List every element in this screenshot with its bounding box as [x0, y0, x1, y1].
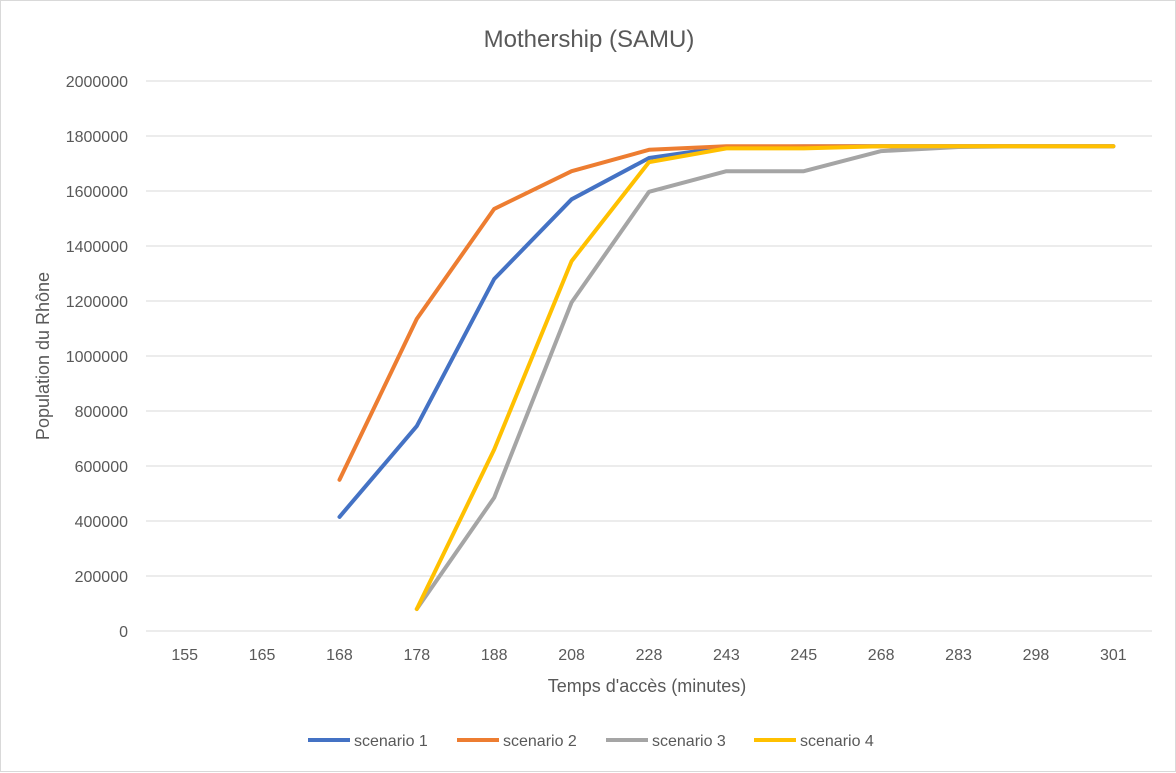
legend-label-1: scenario 1 [354, 733, 428, 750]
x-tick-label: 268 [868, 647, 895, 664]
x-tick-label: 283 [945, 647, 972, 664]
series-line-1 [337, 144, 1116, 519]
x-tick-label: 301 [1100, 647, 1127, 664]
series-lines [337, 144, 1116, 611]
y-tick-label: 1800000 [66, 129, 128, 146]
x-tick-label: 165 [249, 647, 276, 664]
chart-title: Mothership (SAMU) [484, 26, 695, 53]
x-tick-label: 188 [481, 647, 508, 664]
x-tick-label: 168 [326, 647, 353, 664]
legend: scenario 1 scenario 2 scenario 3 scenario 4 [308, 733, 874, 750]
y-tick-label: 2000000 [66, 74, 128, 91]
legend-label-4: scenario 4 [800, 733, 874, 750]
series-line-4 [414, 144, 1116, 611]
x-tick-label: 298 [1023, 647, 1050, 664]
x-tick-label: 243 [713, 647, 740, 664]
x-tick-label: 178 [403, 647, 430, 664]
y-tick-label: 0 [119, 624, 128, 641]
legend-label-2: scenario 2 [503, 733, 577, 750]
x-tick-label: 155 [171, 647, 198, 664]
y-tick-label: 1000000 [66, 349, 128, 366]
y-axis-label: Population du Rhône [33, 272, 53, 440]
x-axis-label: Temps d'accès (minutes) [548, 676, 747, 696]
y-tick-label: 400000 [75, 514, 128, 531]
x-tick-label: 245 [790, 647, 817, 664]
series-line-3 [414, 144, 1116, 611]
legend-label-3: scenario 3 [652, 733, 726, 750]
y-tick-label: 1200000 [66, 294, 128, 311]
y-tick-label: 1400000 [66, 239, 128, 256]
y-tick-label: 1600000 [66, 184, 128, 201]
x-tick-label: 208 [558, 647, 585, 664]
x-tick-label: 228 [636, 647, 663, 664]
y-tick-label: 800000 [75, 404, 128, 421]
y-tick-label: 600000 [75, 459, 128, 476]
series-line-2 [337, 144, 1116, 482]
x-tick-labels: 155 165 168 178 188 208 228 243 245 268 283 298 301 [171, 647, 1126, 664]
y-tick-labels: 0 200000 400000 600000 800000 1000000 1200000 1… [66, 74, 128, 641]
y-tick-label: 200000 [75, 569, 128, 586]
